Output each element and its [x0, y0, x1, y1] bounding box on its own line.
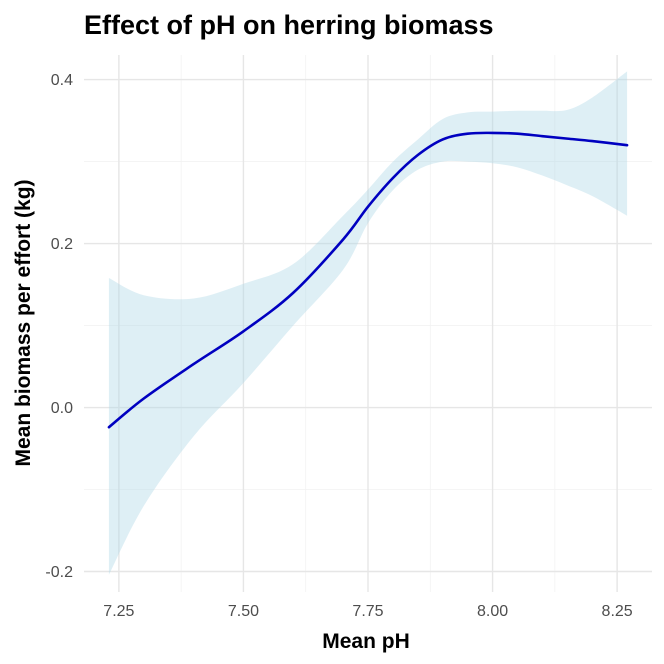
chart-title: Effect of pH on herring biomass: [84, 10, 494, 40]
x-tick-label: 8.00: [477, 603, 508, 620]
confidence-ribbon: [108, 71, 628, 575]
fitted-line: [107, 131, 629, 429]
x-tick-label: 7.75: [352, 603, 383, 620]
x-tick-label: 7.25: [103, 603, 134, 620]
series-layer: [107, 71, 629, 575]
y-tick-label: 0.2: [51, 236, 73, 253]
y-tick-label: 0.0: [51, 400, 73, 417]
y-tick-label: -0.2: [45, 564, 73, 581]
y-axis-title: Mean biomass per effort (kg): [12, 179, 35, 466]
x-axis-tick-labels: 7.25 7.50 7.75 8.00 8.25: [103, 603, 632, 620]
x-tick-label: 7.50: [228, 603, 259, 620]
y-axis-tick-labels: -0.2 0.0 0.2 0.4: [45, 72, 73, 581]
y-tick-label: 0.4: [51, 72, 73, 89]
x-tick-label: 8.25: [602, 603, 633, 620]
x-axis-title: Mean pH: [322, 630, 410, 653]
